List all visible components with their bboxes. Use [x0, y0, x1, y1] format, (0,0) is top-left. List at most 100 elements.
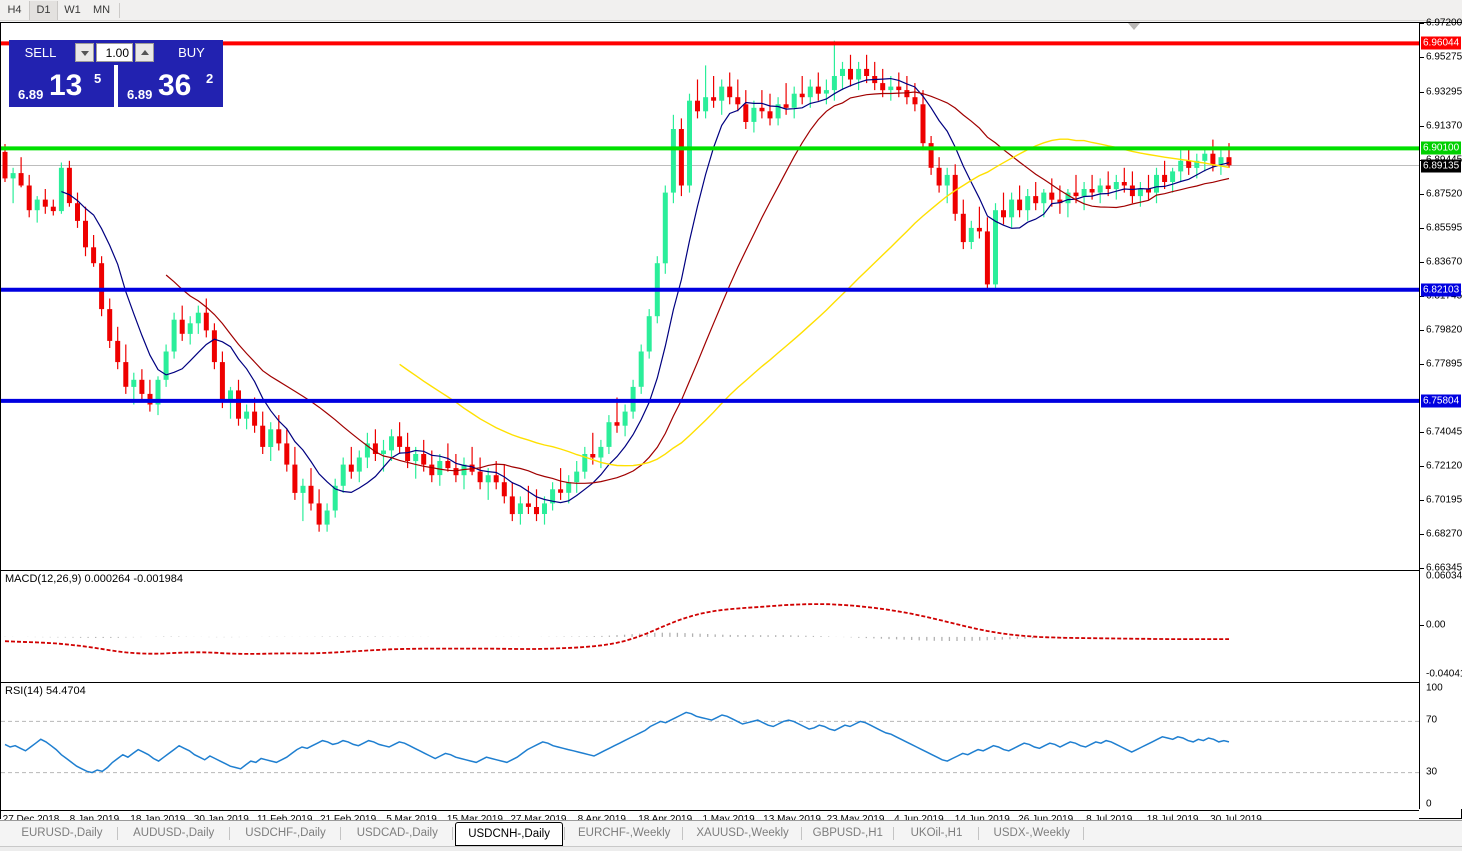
chart-tab-gbpusdh1[interactable]: GBPUSD-,H1 [812, 827, 883, 839]
macd-axis-label: -0.040415 [1426, 668, 1462, 680]
ma-mid [165, 91, 1230, 484]
price-tick [1420, 194, 1424, 195]
rsi-label: RSI(14) 54.4704 [5, 685, 86, 697]
price-pane[interactable] [1, 23, 1419, 568]
ma-fast [61, 77, 1230, 504]
date-label: 4 Jun 2019 [894, 814, 944, 825]
price-scale[interactable]: 6.972006.952756.932956.913706.894456.875… [1419, 18, 1462, 810]
rsi-pane[interactable]: RSI(14) 54.4704 [1, 682, 1419, 811]
macd-axis-label: 0.060342 [1426, 570, 1462, 582]
price-tick [1420, 432, 1424, 433]
price-tick-label: 6.68270 [1426, 528, 1462, 540]
price-tick-label: 6.77895 [1426, 358, 1462, 370]
toolbar-separator [119, 3, 120, 18]
price-tick [1420, 92, 1424, 93]
chart-tab-usdchfdaily[interactable]: USDCHF-,Daily [245, 827, 326, 839]
macd-signal-line [4, 603, 1229, 655]
macd-axis-label: 0.00 [1426, 619, 1446, 631]
timeframe-button-h4[interactable]: H4 [7, 4, 22, 16]
price-tick-label: 6.97200 [1426, 17, 1462, 29]
date-label: 26 Jun 2019 [1018, 814, 1073, 825]
buy-button[interactable]: BUY [160, 40, 223, 65]
price-tick-label: 6.87520 [1426, 188, 1462, 200]
date-label: 5 Mar 2019 [386, 814, 437, 825]
tab-separator [228, 827, 230, 840]
price-tick-label: 6.79820 [1426, 324, 1462, 336]
price-tick-label: 6.66345 [1426, 562, 1462, 574]
timeframe-button-mn[interactable]: MN [92, 4, 111, 16]
date-label: 30 Jul 2019 [1210, 814, 1262, 825]
date-label: 18 Jan 2019 [130, 814, 185, 825]
date-label: 21 Feb 2019 [320, 814, 376, 825]
price-tick-label: 6.72120 [1426, 460, 1462, 472]
price-tick-label: 6.85595 [1426, 222, 1462, 234]
tab-separator [564, 827, 565, 840]
price-tick [1420, 228, 1424, 229]
price-tick [1420, 330, 1424, 331]
volume-increase-button[interactable] [135, 43, 154, 62]
chart-tab-usdcaddaily[interactable]: USDCAD-,Daily [356, 827, 438, 839]
price-tick-label: 6.74045 [1426, 426, 1462, 438]
date-label: 30 Jan 2019 [194, 814, 249, 825]
support-line-1-label[interactable]: 6.82103 [1421, 283, 1462, 297]
price-tick-label: 6.95275 [1426, 51, 1462, 63]
sell-price-fraction: 5 [94, 71, 102, 86]
support-line-2-label[interactable]: 6.75804 [1421, 394, 1462, 408]
volume-input[interactable]: 1.00 [96, 43, 133, 62]
price-tick [1420, 568, 1424, 569]
macd-label: MACD(12,26,9) 0.000264 -0.001984 [5, 573, 183, 585]
price-tick-label: 6.83670 [1426, 256, 1462, 268]
date-label: 8 Apr 2019 [578, 814, 626, 825]
current-price-label: 6.89135 [1421, 159, 1462, 172]
price-tick [1420, 296, 1424, 297]
buy-price-prefix: 6.89 [127, 87, 153, 102]
pivot-line-label[interactable]: 6.90100 [1421, 141, 1462, 155]
tab-separator [340, 827, 342, 840]
chart-tab-bar: EURUSD-,Daily AUDUSD-,Daily USDCHF-,Daily U… [0, 820, 1462, 851]
chart-tab-usdxweekly[interactable]: USDX-,Weekly [993, 827, 1071, 839]
price-tick [1420, 466, 1424, 467]
price-tick [1420, 534, 1424, 535]
price-chart-svg [1, 40, 1419, 532]
chart-tab-xauusdweekly[interactable]: XAUUSD-,Weekly [696, 827, 789, 839]
tab-separator [116, 827, 118, 840]
date-label: 27 Mar 2019 [510, 814, 566, 825]
rsi-chart-svg [1, 711, 1419, 774]
rsi-axis-label: 100 [1426, 682, 1443, 694]
date-label: 14 Jun 2019 [955, 814, 1010, 825]
date-label: 18 Jul 2019 [1147, 814, 1199, 825]
buy-price-box[interactable]: 6.89 36 2 [118, 65, 223, 107]
chart-tab-ukoilh1[interactable]: UKOil-,H1 [910, 827, 963, 839]
date-label: 1 May 2019 [702, 814, 754, 825]
chart-tab-eurusddaily[interactable]: EURUSD-,Daily [21, 827, 103, 839]
tab-separator [452, 827, 454, 840]
timeframe-button-w1[interactable]: W1 [64, 4, 81, 16]
date-label: 18 Apr 2019 [638, 814, 692, 825]
ma-slow [399, 138, 1230, 467]
sell-price-main: 13 [49, 69, 83, 102]
price-tick [1420, 126, 1424, 127]
price-tick [1420, 364, 1424, 365]
price-tick-label: 6.91370 [1426, 120, 1462, 132]
macd-pane[interactable]: MACD(12,26,9) 0.000264 -0.001984 [1, 570, 1419, 681]
timeframe-button-d1[interactable]: D1 [29, 1, 58, 20]
rsi-axis-label: 30 [1426, 766, 1438, 778]
sell-button[interactable]: SELL [9, 40, 72, 65]
date-label: 11 Feb 2019 [257, 814, 312, 825]
one-click-trading-panel: 1.00 SELL BUY 6.89 13 5 6.89 36 2 [9, 40, 223, 107]
buy-price-main: 36 [158, 69, 192, 102]
chart-tab-audusddaily[interactable]: AUDUSD-,Daily [133, 827, 215, 839]
chart-frame: USDCNH-,Daily6.88987 6.89282 6.88805 6.8… [0, 18, 1462, 830]
resistance-line-label[interactable]: 6.96044 [1421, 36, 1462, 50]
volume-decrease-button[interactable] [75, 43, 94, 62]
sell-price-box[interactable]: 6.89 13 5 [9, 65, 114, 107]
rsi-axis-label: 0 [1426, 798, 1432, 810]
chart-tab-eurchfweekly[interactable]: EURCHF-,Weekly [577, 827, 671, 839]
rsi-axis-label: 70 [1426, 714, 1438, 726]
chart-tab-usdcnhdaily[interactable]: USDCNH-,Daily [455, 822, 563, 846]
date-label: 8 Jan 2019 [70, 814, 120, 825]
price-tick [1420, 57, 1424, 58]
price-tick [1420, 23, 1424, 24]
scroll-marker-icon [1128, 23, 1140, 30]
tab-bar-underline [0, 846, 1462, 851]
